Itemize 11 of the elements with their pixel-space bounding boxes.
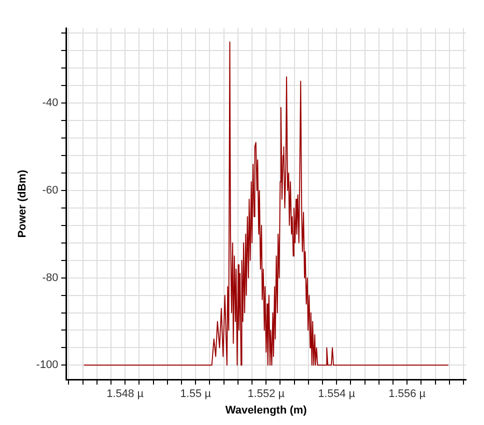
y-tick-label: -60 — [42, 184, 58, 197]
y-axis-title: Power (dBm) — [16, 170, 29, 238]
x-tick-label: 1.554 µ — [318, 388, 356, 400]
x-tick-label: 1.552 µ — [248, 388, 286, 400]
x-tick-label: 1.55 µ — [180, 388, 212, 400]
y-tick-label: -80 — [42, 272, 58, 284]
y-tick-label: -100 — [36, 359, 58, 372]
y-tick-label: -40 — [42, 97, 58, 110]
x-tick-label: 1.548 µ — [106, 388, 144, 400]
x-axis-title: Wavelength (m) — [225, 404, 308, 416]
x-tick-label: 1.556 µ — [388, 388, 426, 400]
